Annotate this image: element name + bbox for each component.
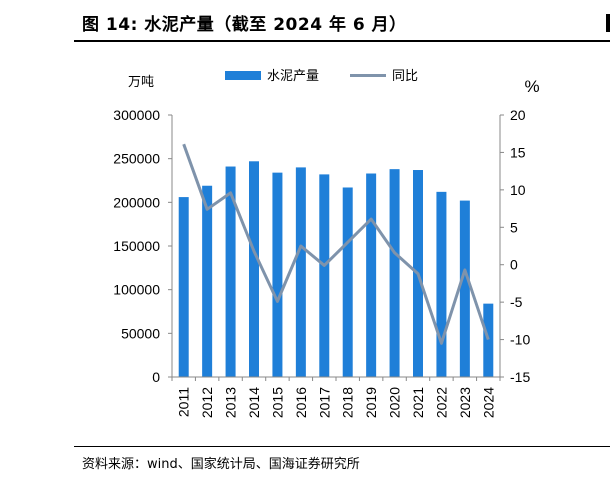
left-tick-label: 250000	[113, 151, 160, 167]
x-tick-label: 2011	[176, 387, 192, 417]
bar-2017	[319, 174, 330, 377]
x-tick-label: 2013	[223, 387, 239, 418]
edge-mark	[606, 14, 610, 32]
left-axis-unit: 万吨	[128, 74, 154, 89]
left-tick-label: 50000	[121, 325, 160, 341]
yoy-line	[182, 143, 490, 345]
legend-swatch-bar	[225, 71, 261, 80]
x-tick-label: 2019	[363, 387, 379, 418]
bar-2020	[389, 169, 400, 377]
cement-production-chart: 万吨 % 水泥产量 同比 0 50000 100000 150000 200000 250…	[113, 68, 539, 418]
right-tick-label: 20	[510, 107, 526, 123]
x-tick-label: 2012	[199, 387, 215, 418]
bar-2018	[342, 187, 353, 377]
right-tick-label: -10	[510, 332, 530, 348]
left-tick-label: 150000	[113, 238, 160, 254]
x-tick-label: 2021	[410, 387, 426, 418]
x-tick-label: 2017	[316, 387, 332, 418]
bar-2023	[459, 200, 470, 377]
right-tick-label: 15	[510, 144, 526, 160]
right-axis-unit: %	[524, 77, 539, 96]
x-tick-label: 2020	[387, 387, 403, 418]
x-tick-label: 2014	[246, 387, 262, 418]
right-tick-label: 5	[510, 219, 518, 235]
bar-2012	[202, 185, 213, 377]
x-tick-label: 2018	[340, 387, 356, 418]
x-tick-label: 2024	[480, 387, 496, 418]
figure-title: 图 14: 水泥产量（截至 2024 年 6 月）	[82, 15, 407, 35]
right-tick-label: -5	[510, 294, 523, 310]
legend-label-bar: 水泥产量	[267, 68, 319, 83]
bar-2022	[436, 191, 447, 377]
legend: 水泥产量 同比	[225, 68, 418, 83]
footer-rule	[74, 446, 610, 447]
source-note: 资料来源：wind、国家统计局、国海证券研究所	[82, 457, 360, 472]
right-tick-label: -15	[510, 369, 530, 385]
bar-2014	[249, 161, 259, 377]
bar-2015	[272, 172, 283, 377]
title-rule	[74, 40, 610, 42]
x-tick-label: 2016	[293, 387, 309, 418]
right-tick-label: 10	[510, 182, 526, 198]
right-tick-label: 0	[510, 257, 518, 273]
left-axis-ticks: 0 50000 100000 150000 200000 250000 300000	[113, 107, 172, 385]
bar-2011	[178, 197, 189, 377]
x-tick-label: 2022	[433, 387, 449, 418]
left-tick-label: 0	[152, 369, 160, 385]
x-tick-label: 2015	[269, 387, 285, 418]
left-tick-label: 100000	[113, 282, 160, 298]
bar-2013	[225, 166, 236, 377]
x-tick-label: 2023	[457, 387, 473, 418]
axes	[171, 115, 501, 378]
legend-label-line: 同比	[392, 68, 418, 83]
bar-2024	[483, 303, 494, 377]
left-tick-label: 200000	[113, 194, 160, 210]
bar-2016	[295, 167, 306, 377]
left-tick-label: 300000	[113, 107, 160, 123]
x-axis-ticks: 2011 2012 2013 2014 2015 2016 2017 2018 2019 2020…	[171, 377, 501, 418]
bar-2019	[366, 173, 377, 377]
bar-series	[178, 161, 494, 377]
right-axis-ticks: -15 -10 -5 0 5 10 15 20	[500, 107, 530, 385]
